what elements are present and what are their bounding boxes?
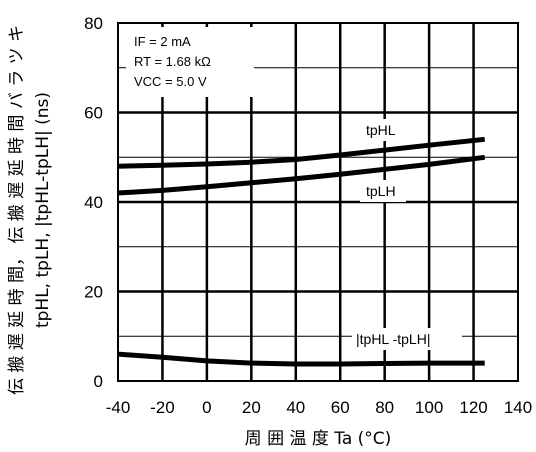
y-tick-labels: 0 20 40 60 80 xyxy=(84,14,103,391)
series-label-diff: |tpHL -tpLH| xyxy=(356,331,430,347)
label-bg-tplh xyxy=(360,180,406,202)
y-axis-title-line2: tpHL, tpLH, |tpHL-tpLH| (ns) xyxy=(33,92,53,328)
x-tick-label: 80 xyxy=(375,398,394,417)
series-label-tplh: tpLH xyxy=(366,183,396,199)
y-tick-label: 80 xyxy=(84,14,103,33)
condition-if: IF = 2 mA xyxy=(134,34,191,49)
series-line-3 xyxy=(117,351,485,367)
y-tick-label: 60 xyxy=(84,104,103,123)
y-tick-label: 20 xyxy=(84,283,103,302)
condition-rt: RT = 1.68 kΩ xyxy=(134,54,211,69)
series-line-1 xyxy=(117,136,485,169)
x-tick-label: 40 xyxy=(286,398,305,417)
x-tick-label: 100 xyxy=(415,398,443,417)
x-tick-label: 140 xyxy=(504,398,532,417)
series-line-2 xyxy=(117,154,486,196)
label-bg-tphl xyxy=(360,119,406,141)
y-axis-title-line1: 伝 搬 遅 延 時 間， 伝 搬 遅 延 時 間 バ ラ ツ キ xyxy=(7,25,27,395)
x-tick-label: 0 xyxy=(202,398,211,417)
x-tick-label: 120 xyxy=(459,398,487,417)
condition-vcc: VCC = 5.0 V xyxy=(134,74,207,89)
y-tick-label: 0 xyxy=(94,372,103,391)
conditions-box xyxy=(126,27,254,97)
x-tick-label: -40 xyxy=(106,398,131,417)
y-tick-label: 40 xyxy=(84,193,103,212)
x-tick-label: -20 xyxy=(150,398,175,417)
series-label-tphl: tpHL xyxy=(366,122,396,138)
x-axis-title: 周 囲 温 度 Ta (°C) xyxy=(245,429,392,449)
series-lines xyxy=(117,136,486,367)
label-bg-diff xyxy=(352,328,462,350)
x-tick-labels: -40 -20 0 20 40 60 80 100 120 140 xyxy=(106,398,532,417)
x-tick-label: 60 xyxy=(331,398,350,417)
x-tick-label: 20 xyxy=(242,398,261,417)
